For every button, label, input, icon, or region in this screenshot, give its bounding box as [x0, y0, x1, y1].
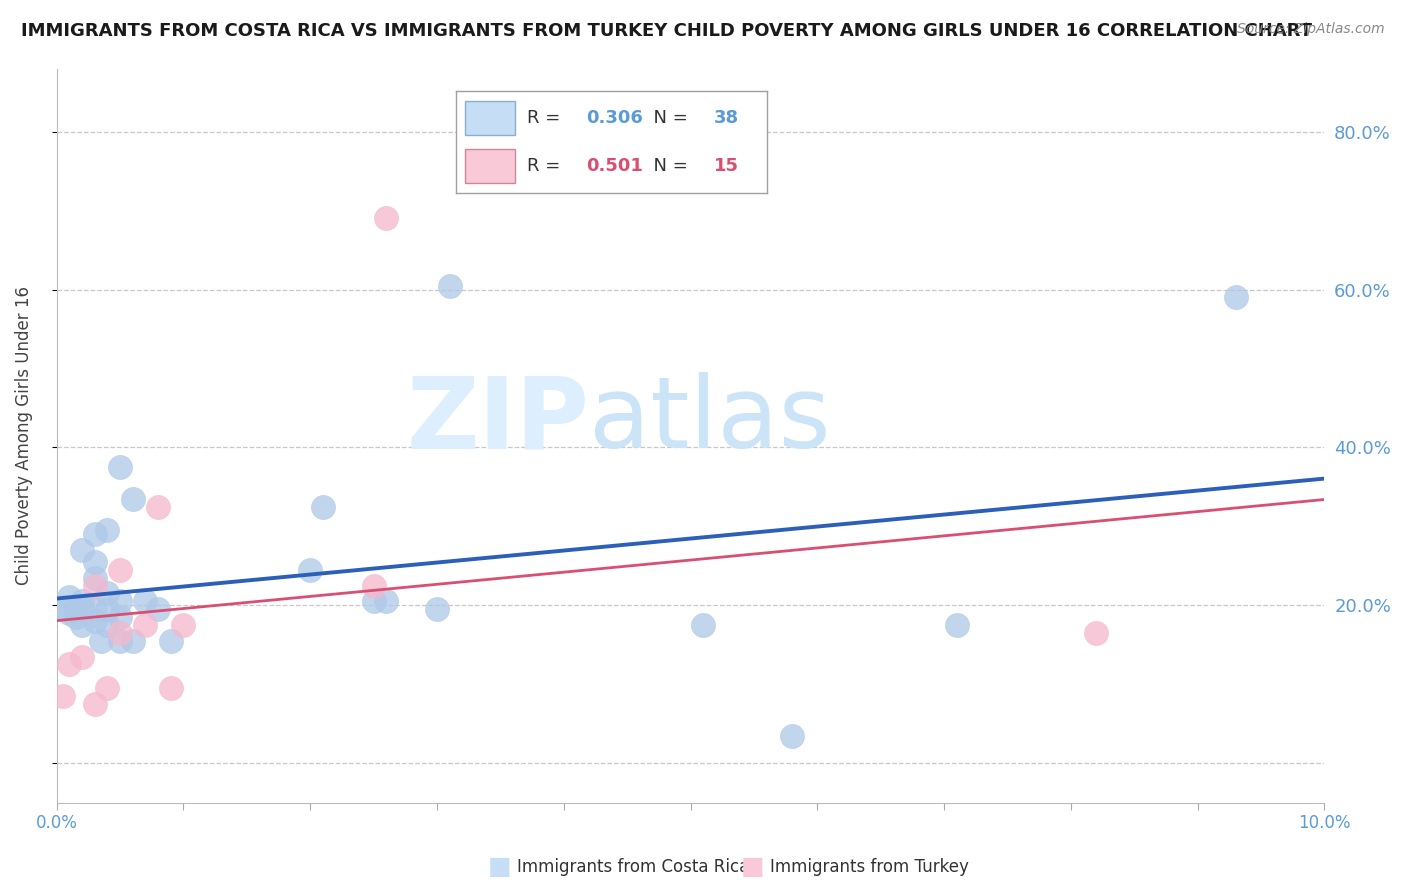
Text: atlas: atlas [589, 372, 831, 469]
Point [96, 602, 118, 616]
Point [58, 591, 80, 605]
Point [108, 594, 131, 608]
Point [83, 571, 105, 585]
Point [96, 681, 118, 695]
Point [52, 602, 75, 616]
Point [439, 278, 461, 293]
Point [121, 633, 143, 648]
Text: Source: ZipAtlas.com: Source: ZipAtlas.com [1237, 22, 1385, 37]
Point [780, 729, 803, 743]
Point [312, 500, 335, 514]
Point [96, 586, 118, 600]
Point [70, 543, 93, 558]
Point [692, 618, 714, 632]
Point [83, 578, 105, 592]
Point [58, 657, 80, 672]
Point [134, 618, 156, 632]
Point [96, 523, 118, 537]
Text: Immigrants from Turkey: Immigrants from Turkey [770, 858, 969, 876]
Point [70, 618, 93, 632]
Point [375, 211, 398, 226]
Point [375, 594, 398, 608]
Point [146, 500, 169, 514]
Point [83, 697, 105, 711]
Y-axis label: Child Poverty Among Girls Under 16: Child Poverty Among Girls Under 16 [15, 286, 32, 585]
Point [299, 563, 322, 577]
Point [108, 460, 131, 475]
Point [108, 626, 131, 640]
Point [58, 606, 80, 620]
Point [945, 618, 967, 632]
Point [159, 681, 181, 695]
Point [172, 618, 194, 632]
Point [108, 610, 131, 624]
Point [83, 527, 105, 541]
Point [70, 594, 93, 608]
Text: IMMIGRANTS FROM COSTA RICA VS IMMIGRANTS FROM TURKEY CHILD POVERTY AMONG GIRLS U: IMMIGRANTS FROM COSTA RICA VS IMMIGRANTS… [21, 22, 1312, 40]
Text: Immigrants from Costa Rica: Immigrants from Costa Rica [517, 858, 749, 876]
Point [83, 555, 105, 569]
Point [108, 563, 131, 577]
Point [1085, 626, 1108, 640]
Point [108, 633, 131, 648]
Point [70, 649, 93, 664]
Point [65, 602, 87, 616]
Point [159, 633, 181, 648]
Text: ■: ■ [488, 855, 510, 879]
Text: ■: ■ [741, 855, 763, 879]
Point [121, 491, 143, 506]
Point [83, 602, 105, 616]
Point [426, 602, 449, 616]
Point [90, 633, 112, 648]
Point [83, 614, 105, 628]
Text: ZIP: ZIP [406, 372, 589, 469]
Point [52, 689, 75, 703]
Point [363, 578, 385, 592]
Point [363, 594, 385, 608]
Point [70, 602, 93, 616]
Point [146, 602, 169, 616]
Point [96, 618, 118, 632]
Point [65, 610, 87, 624]
Point [134, 594, 156, 608]
Point [1225, 290, 1247, 304]
